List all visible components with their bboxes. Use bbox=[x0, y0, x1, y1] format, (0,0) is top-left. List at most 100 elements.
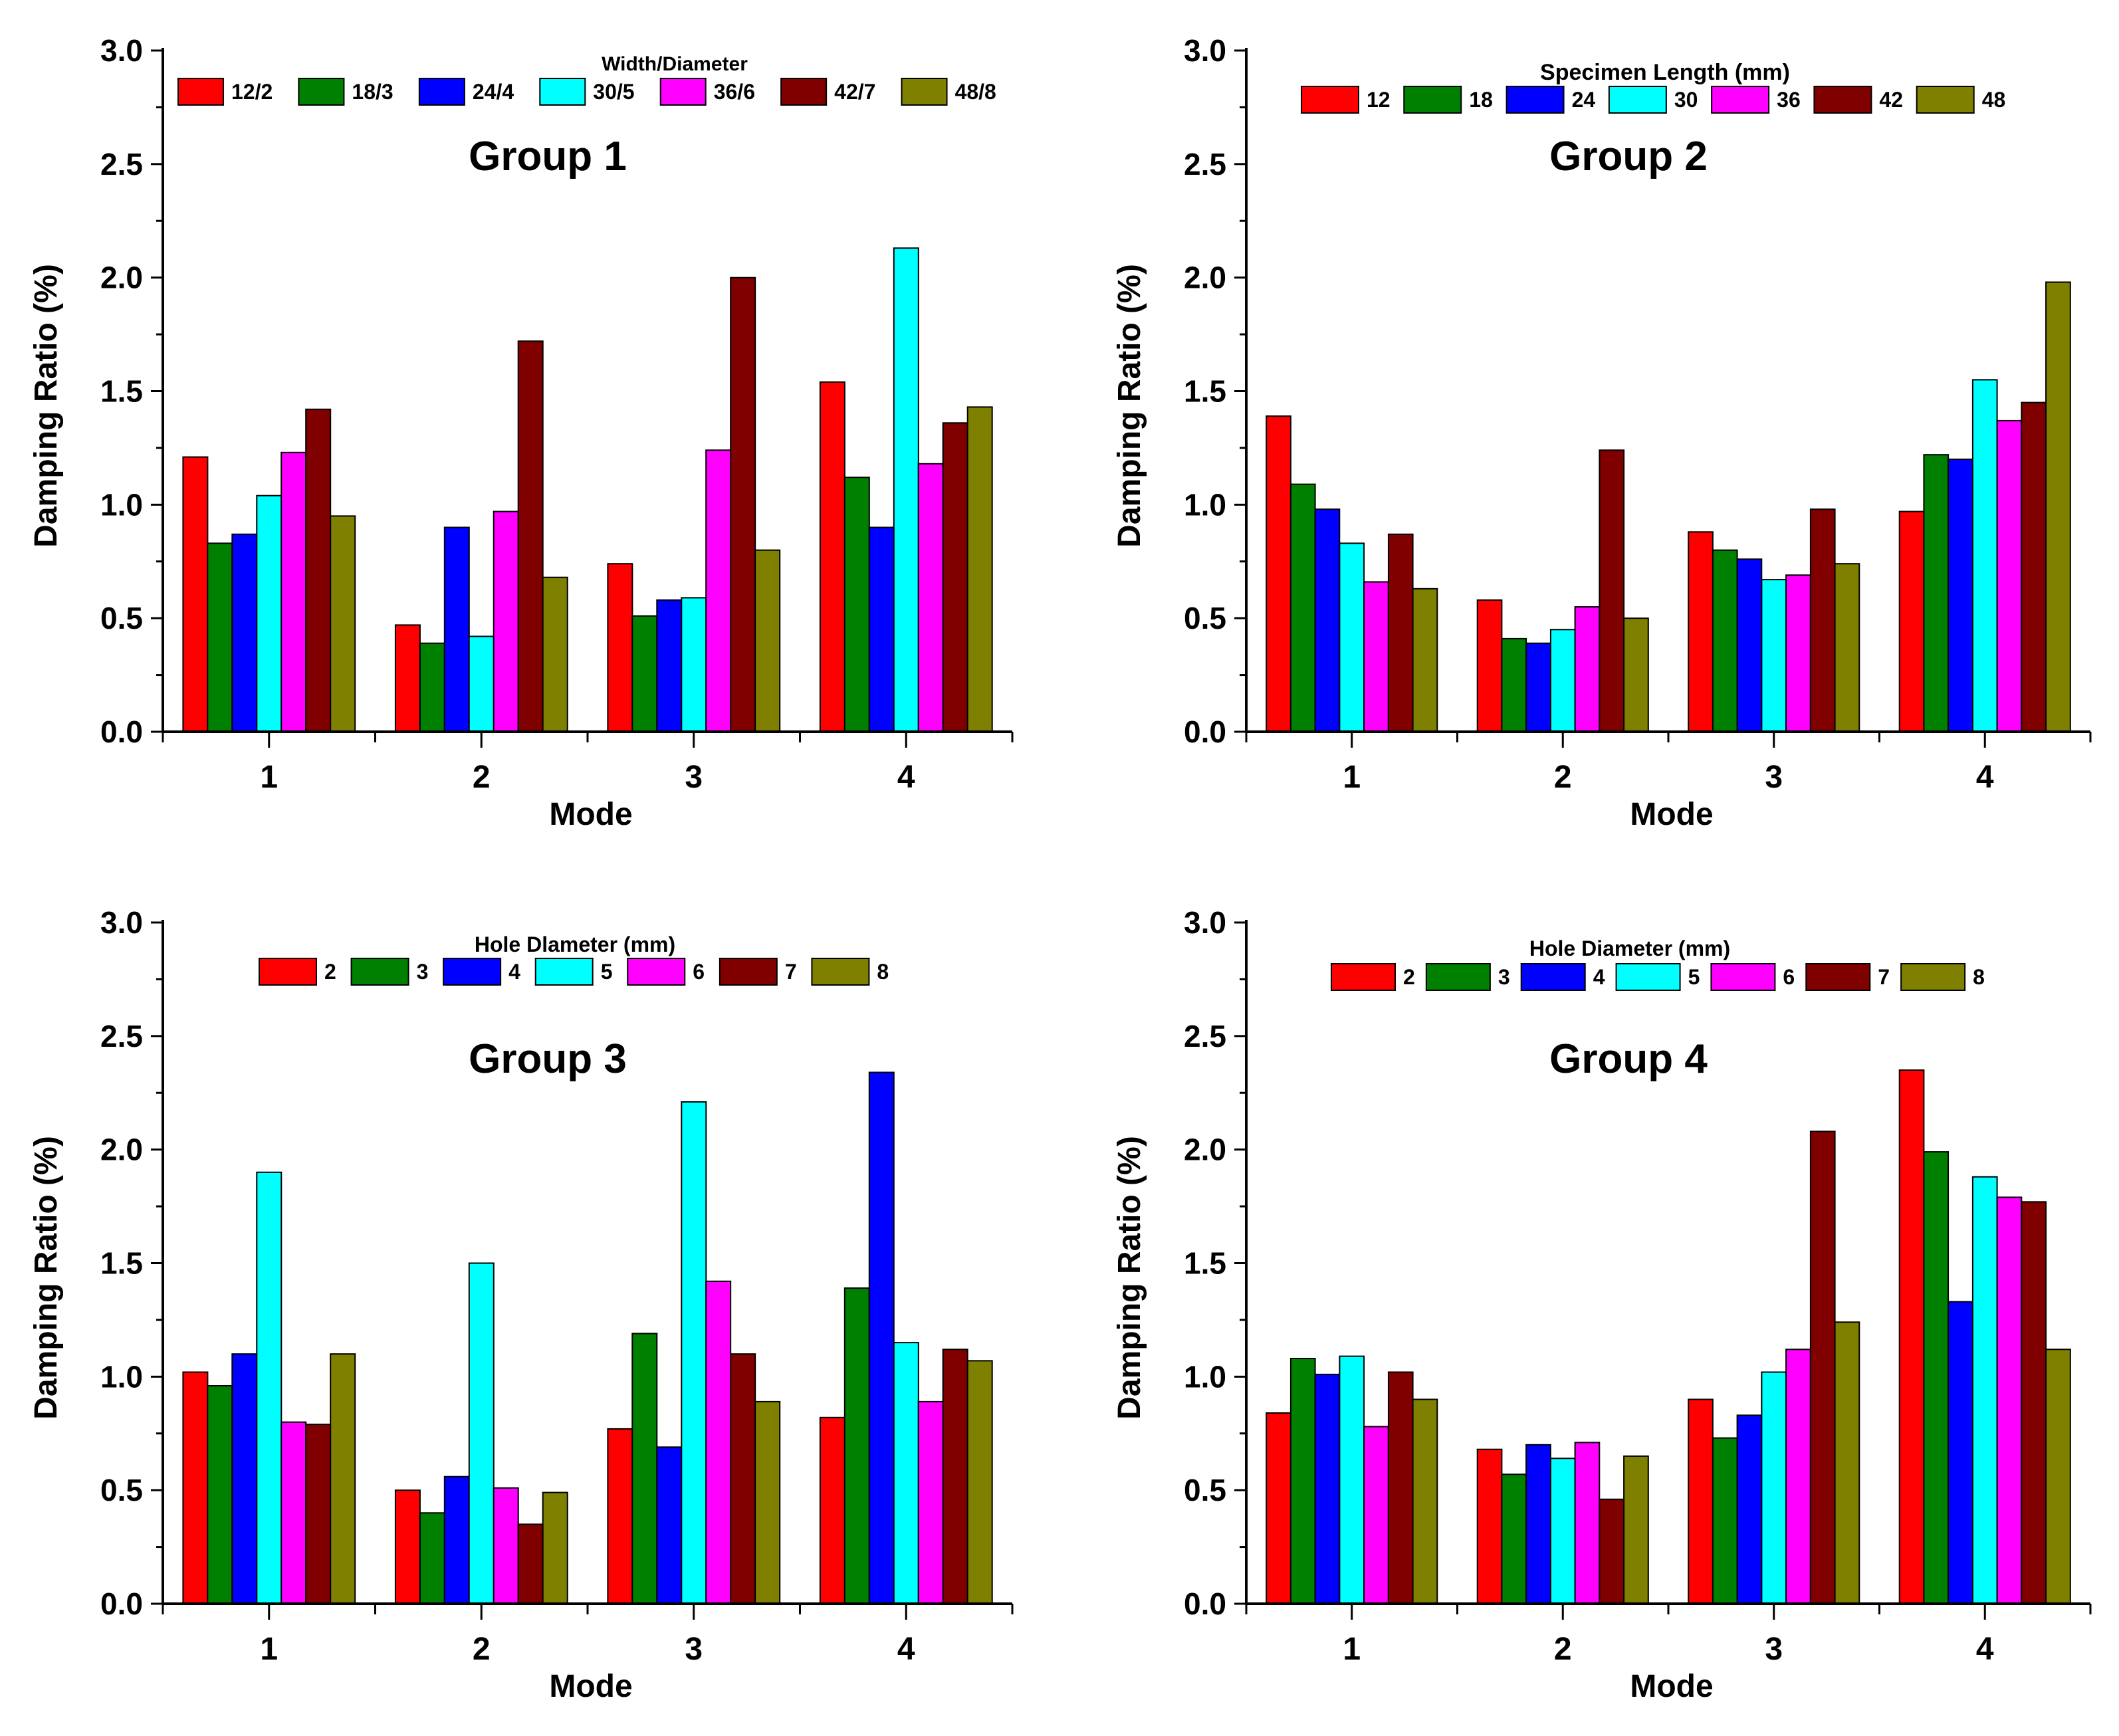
bar-mode-3-36 bbox=[1785, 574, 1811, 733]
legend-swatch bbox=[298, 78, 345, 106]
bar-mode-1-30-5 bbox=[256, 494, 282, 732]
x-tick-label: 1 bbox=[260, 1632, 278, 1667]
bar-mode-3-24 bbox=[1736, 558, 1763, 732]
bar-mode-1-12 bbox=[1266, 415, 1291, 732]
bar-mode-3-24-4 bbox=[656, 599, 683, 732]
bar-mode-4-5 bbox=[893, 1342, 919, 1604]
bar-mode-2-30 bbox=[1549, 629, 1576, 733]
legend-label: 12/2 bbox=[231, 80, 273, 104]
bar-mode-3-42 bbox=[1809, 508, 1836, 732]
bar-mode-3-4 bbox=[1736, 1414, 1763, 1604]
y-tick-label: 2.5 bbox=[1184, 1019, 1226, 1053]
legend-label: 30 bbox=[1674, 88, 1698, 112]
x-axis-title: Mode bbox=[1630, 1669, 1713, 1704]
x-tick-label: 4 bbox=[897, 1632, 915, 1667]
bar-mode-3-5 bbox=[681, 1101, 707, 1604]
y-axis-title: Damping Ratio (%) bbox=[29, 1136, 64, 1420]
y-axis-title: Damping Ratio (%) bbox=[1112, 264, 1147, 548]
bar-mode-1-18-3 bbox=[207, 542, 233, 733]
chart-panel-4: 0.0 0.5 1.0 1.5 2.0 2.5 3.0 1 2 3 4 Mode Damping Rat… bbox=[1112, 905, 2092, 1704]
bar-mode-2-48-8 bbox=[542, 576, 568, 733]
legend-label: 4 bbox=[1593, 965, 1605, 989]
x-tick-label: 2 bbox=[473, 760, 491, 795]
legend-label: 3 bbox=[417, 960, 429, 984]
legend-label: 48 bbox=[1982, 88, 2006, 112]
bar-mode-1-30 bbox=[1339, 542, 1365, 733]
y-tick-label: 2.0 bbox=[100, 1133, 143, 1167]
bar-mode-1-8 bbox=[330, 1353, 356, 1604]
legend-label: 8 bbox=[877, 960, 889, 984]
bar-mode-4-30-5 bbox=[893, 247, 919, 733]
x-tick-label: 3 bbox=[685, 1632, 703, 1667]
x-tick-label: 2 bbox=[1554, 1632, 1572, 1667]
x-axis-title: Mode bbox=[1630, 797, 1713, 832]
bar-mode-4-18-3 bbox=[843, 477, 870, 732]
chart-title: Group 2 bbox=[1549, 134, 1708, 179]
bar-mode-1-7 bbox=[1387, 1371, 1414, 1604]
y-tick-label: 0.5 bbox=[1184, 601, 1226, 635]
legend-swatch bbox=[177, 78, 224, 106]
bar-mode-3-7 bbox=[730, 1353, 756, 1604]
x-tick-label: 4 bbox=[897, 760, 915, 795]
y-tick-label: 3.0 bbox=[100, 905, 143, 940]
y-tick-label: 3.0 bbox=[1184, 33, 1226, 68]
legend-title: Specimen Length (mm) bbox=[1540, 60, 1790, 85]
legend-label: 36/6 bbox=[714, 80, 755, 104]
legend-label: 5 bbox=[1688, 965, 1700, 989]
y-tick-label: 0.5 bbox=[100, 601, 143, 635]
bar-mode-2-6 bbox=[493, 1487, 519, 1605]
chart-title: Group 4 bbox=[1549, 1036, 1708, 1082]
legend-swatch bbox=[1710, 963, 1776, 991]
bar-mode-4-42-7 bbox=[942, 422, 968, 732]
bar-mode-4-36-6 bbox=[917, 463, 944, 732]
bar-mode-2-12 bbox=[1476, 599, 1503, 732]
bar-mode-4-24 bbox=[1948, 459, 1973, 732]
legend-swatch bbox=[443, 958, 502, 986]
bar-mode-3-8 bbox=[1834, 1321, 1860, 1605]
bar-mode-2-5 bbox=[468, 1262, 495, 1604]
x-tick-label: 3 bbox=[685, 760, 703, 795]
bar-mode-2-24-4 bbox=[443, 526, 470, 732]
x-tick-label: 3 bbox=[1765, 760, 1783, 795]
y-tick-label: 1.0 bbox=[1184, 1359, 1226, 1394]
y-tick-label: 1.5 bbox=[1184, 374, 1226, 409]
bar-mode-4-12-2 bbox=[819, 381, 845, 732]
bar-mode-1-42 bbox=[1387, 533, 1414, 733]
legend-swatch bbox=[1711, 86, 1770, 114]
legend-swatch bbox=[1805, 963, 1871, 991]
y-axis-title: Damping Ratio (%) bbox=[29, 264, 64, 548]
bar-mode-2-42-7 bbox=[517, 340, 544, 732]
bar-mode-2-36-6 bbox=[493, 510, 519, 732]
bar-mode-3-8 bbox=[754, 1400, 781, 1604]
legend-swatch bbox=[1900, 963, 1966, 991]
x-tick-label: 2 bbox=[473, 1632, 491, 1667]
bar-mode-1-3 bbox=[1289, 1358, 1316, 1604]
y-tick-label: 3.0 bbox=[1184, 905, 1226, 940]
bar-mode-2-3 bbox=[1501, 1473, 1527, 1605]
bar-mode-2-12-2 bbox=[394, 624, 421, 733]
x-tick-label: 4 bbox=[1976, 1632, 1994, 1667]
bar-mode-3-36-6 bbox=[705, 449, 732, 732]
bar-mode-3-2 bbox=[1688, 1398, 1714, 1604]
bar-mode-2-18-3 bbox=[419, 642, 445, 733]
x-tick-label: 2 bbox=[1554, 760, 1572, 795]
bar-mode-4-6 bbox=[1996, 1196, 2023, 1604]
bar-mode-4-2 bbox=[1898, 1069, 1925, 1604]
bar-mode-3-42-7 bbox=[730, 276, 756, 732]
legend-label: 12 bbox=[1367, 88, 1391, 112]
bar-mode-2-24 bbox=[1525, 642, 1551, 733]
x-tick-label: 1 bbox=[1343, 760, 1361, 795]
bar-mode-1-8 bbox=[1412, 1398, 1438, 1604]
bar-mode-2-18 bbox=[1501, 637, 1527, 733]
legend-swatch bbox=[1425, 963, 1491, 991]
bar-mode-2-36 bbox=[1574, 606, 1601, 732]
y-tick-label: 0.0 bbox=[100, 1586, 143, 1621]
legend-swatch bbox=[350, 958, 409, 986]
bar-mode-2-30-5 bbox=[468, 635, 495, 732]
legend-label: 2 bbox=[324, 960, 336, 984]
bar-mode-4-42 bbox=[2021, 401, 2047, 732]
x-tick-label: 1 bbox=[1343, 1632, 1361, 1667]
bar-mode-4-36 bbox=[1996, 419, 2023, 733]
legend-label: 18/3 bbox=[352, 80, 393, 104]
legend-swatch bbox=[259, 958, 317, 986]
